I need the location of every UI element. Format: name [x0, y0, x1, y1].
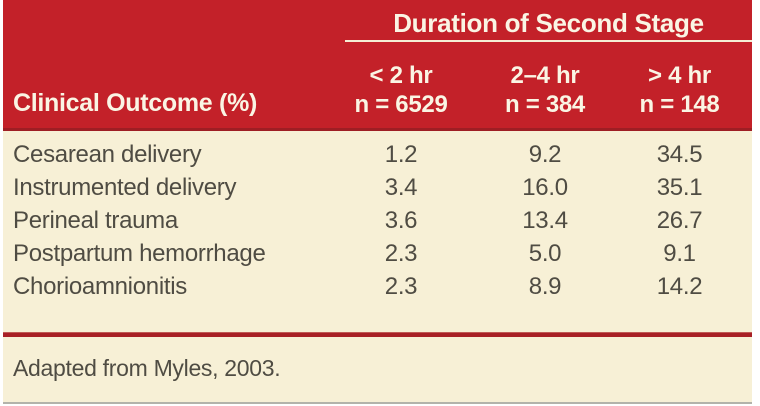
outcome-label: Instrumented delivery	[13, 174, 237, 201]
value-cell: 2.3	[384, 273, 418, 300]
outcome-label: Perineal trauma	[13, 207, 178, 234]
column-range-label: < 2 hr	[369, 62, 433, 89]
column-n-label: n = 6529	[354, 91, 448, 118]
column-range-label: 2–4 hr	[510, 62, 580, 89]
value-cell: 8.9	[528, 273, 562, 300]
column-n-label: n = 148	[639, 91, 720, 118]
value-cell: 9.2	[528, 141, 562, 168]
value-cell: 13.4	[522, 207, 568, 234]
table-body: Cesarean delivery 1.2 9.2 34.5 Instrumen…	[3, 131, 752, 309]
column-range-label: > 4 hr	[648, 62, 711, 89]
value-cell: 3.6	[384, 207, 418, 234]
header-corner-cell	[3, 0, 345, 42]
spanner-title: Duration of Second Stage	[345, 0, 752, 42]
clinical-outcomes-table: Duration of Second Stage Clinical Outcom…	[3, 0, 752, 404]
outcome-label: Chorioamnionitis	[13, 273, 187, 300]
row-header-label: Clinical Outcome (%)	[13, 89, 258, 117]
value-cell: 5.0	[528, 240, 562, 267]
column-header-gt4hr: > 4 hr n = 148	[633, 61, 752, 128]
value-cell: 2.3	[384, 240, 418, 267]
table-row: Postpartum hemorrhage 2.3 5.0 9.1	[3, 237, 752, 270]
spanner-row: Duration of Second Stage	[3, 0, 752, 42]
column-n-label: n = 384	[505, 91, 585, 118]
column-header-row: Clinical Outcome (%) < 2 hr n = 6529 2–4…	[3, 42, 752, 128]
value-cell: 26.7	[656, 207, 703, 234]
table-header-band: Duration of Second Stage Clinical Outcom…	[3, 0, 752, 131]
column-header-2to4hr: 2–4 hr n = 384	[457, 61, 633, 128]
value-cell: 14.2	[656, 273, 703, 300]
value-cell: 9.1	[663, 240, 696, 267]
table-row: Instrumented delivery 3.4 16.0 35.1	[3, 171, 752, 204]
value-cell: 16.0	[522, 174, 568, 201]
value-cell: 34.5	[656, 141, 703, 168]
outcome-label: Postpartum hemorrhage	[13, 240, 266, 267]
value-cell: 3.4	[384, 174, 418, 201]
footer-separator-rule	[3, 332, 752, 337]
value-cell: 35.1	[656, 174, 703, 201]
source-footnote: Adapted from Myles, 2003.	[13, 355, 281, 381]
value-cell: 1.2	[384, 141, 418, 168]
table-row: Perineal trauma 3.6 13.4 26.7	[3, 204, 752, 237]
outcome-label: Cesarean delivery	[13, 141, 202, 168]
table-row: Cesarean delivery 1.2 9.2 34.5	[3, 138, 752, 171]
table-row: Chorioamnionitis 2.3 8.9 14.2	[3, 270, 752, 303]
column-header-lt2hr: < 2 hr n = 6529	[345, 61, 457, 128]
